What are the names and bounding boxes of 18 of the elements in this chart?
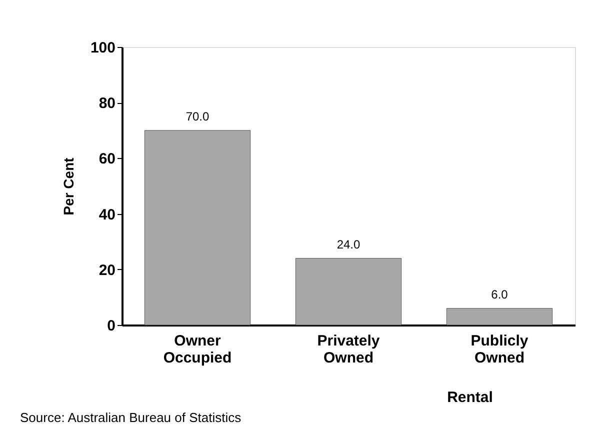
y-tick-label: 40	[98, 206, 116, 224]
y-tick-label: 100	[90, 40, 116, 56]
y-tick-label: 80	[98, 95, 116, 112]
y-tick-label: 60	[98, 150, 116, 168]
text: Rental	[447, 389, 493, 406]
data-label: 6.0	[491, 287, 508, 302]
y-axis-title: Per Cent	[60, 157, 76, 216]
y-tick-label: 20	[98, 262, 116, 279]
source-note: Source: Australian Bureau of Statistics	[20, 410, 242, 425]
y-tick-label: 0	[107, 318, 116, 334]
x-tick-label: Owner Occupied	[163, 332, 232, 366]
data-label: 24.0	[336, 237, 360, 252]
x-tick-label: Privately Owned	[317, 332, 380, 366]
x-tick-label: Publicly Owned	[470, 332, 529, 366]
bar	[144, 130, 251, 326]
bar	[295, 258, 402, 326]
bar	[446, 308, 553, 326]
data-label: 70.0	[186, 109, 210, 124]
